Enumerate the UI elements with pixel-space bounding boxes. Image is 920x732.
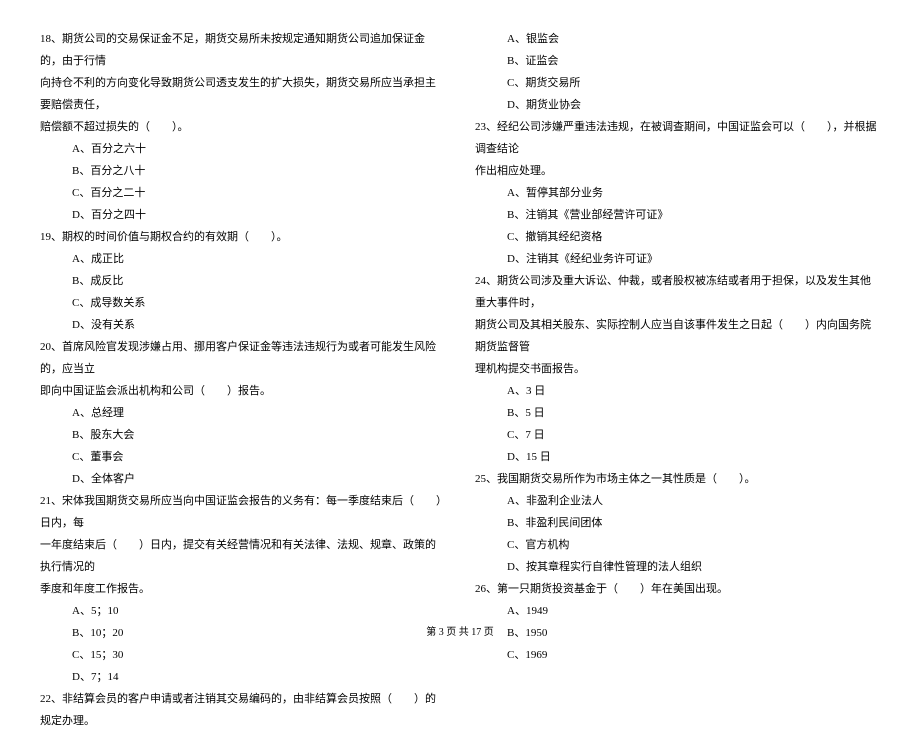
option-a: A、总经理: [40, 402, 445, 424]
option-d: D、百分之四十: [40, 204, 445, 226]
question-23: 23、经纪公司涉嫌严重违法违规，在被调查期间，中国证监会可以（ ），并根据调查结…: [475, 116, 880, 270]
question-text-line: 21、宋体我国期货交易所应当向中国证监会报告的义务有：每一季度结束后（ ）日内，…: [40, 490, 445, 534]
option-a: A、银监会: [475, 28, 880, 50]
option-c: C、15；30: [40, 644, 445, 666]
question-26: 26、第一只期货投资基金于（ ）年在美国出现。 A、1949 B、1950 C、…: [475, 578, 880, 666]
question-18: 18、期货公司的交易保证金不足，期货交易所未按规定通知期货公司追加保证金的，由于…: [40, 28, 445, 226]
option-c: C、撤销其经纪资格: [475, 226, 880, 248]
option-d: D、没有关系: [40, 314, 445, 336]
option-b: B、注销其《营业部经营许可证》: [475, 204, 880, 226]
question-text-line: 19、期权的时间价值与期权合约的有效期（ ）。: [40, 226, 445, 248]
option-c: C、1969: [475, 644, 880, 666]
option-b: B、股东大会: [40, 424, 445, 446]
option-d: D、7；14: [40, 666, 445, 688]
option-a: A、1949: [475, 600, 880, 622]
option-b: B、5 日: [475, 402, 880, 424]
option-b: B、百分之八十: [40, 160, 445, 182]
question-text-line: 22、非结算会员的客户申请或者注销其交易编码的，由非结算会员按照（ ）的规定办理…: [40, 688, 445, 732]
question-22-options: A、银监会 B、证监会 C、期货交易所 D、期货业协会: [475, 28, 880, 116]
option-d: D、注销其《经纪业务许可证》: [475, 248, 880, 270]
question-text-line: 向持仓不利的方向变化导致期货公司透支发生的扩大损失，期货交易所应当承担主要赔偿责…: [40, 72, 445, 116]
option-a: A、5；10: [40, 600, 445, 622]
question-text-line: 一年度结束后（ ）日内，提交有关经营情况和有关法律、法规、规章、政策的执行情况的: [40, 534, 445, 578]
page-footer: 第 3 页 共 17 页: [0, 623, 920, 638]
option-a: A、成正比: [40, 248, 445, 270]
question-25: 25、我国期货交易所作为市场主体之一其性质是（ ）。 A、非盈利企业法人 B、非…: [475, 468, 880, 578]
option-c: C、7 日: [475, 424, 880, 446]
question-text-line: 24、期货公司涉及重大诉讼、仲裁，或者股权被冻结或者用于担保，以及发生其他重大事…: [475, 270, 880, 314]
option-c: C、董事会: [40, 446, 445, 468]
option-b: B、证监会: [475, 50, 880, 72]
option-a: A、暂停其部分业务: [475, 182, 880, 204]
option-b: B、非盈利民间团体: [475, 512, 880, 534]
question-text-line: 赔偿额不超过损失的（ ）。: [40, 116, 445, 138]
question-text-line: 即向中国证监会派出机构和公司（ ）报告。: [40, 380, 445, 402]
question-text-line: 18、期货公司的交易保证金不足，期货交易所未按规定通知期货公司追加保证金的，由于…: [40, 28, 445, 72]
question-24: 24、期货公司涉及重大诉讼、仲裁，或者股权被冻结或者用于担保，以及发生其他重大事…: [475, 270, 880, 468]
option-d: D、按其章程实行自律性管理的法人组织: [475, 556, 880, 578]
question-text-line: 25、我国期货交易所作为市场主体之一其性质是（ ）。: [475, 468, 880, 490]
option-b: B、成反比: [40, 270, 445, 292]
option-a: A、百分之六十: [40, 138, 445, 160]
option-c: C、百分之二十: [40, 182, 445, 204]
question-text-line: 23、经纪公司涉嫌严重违法违规，在被调查期间，中国证监会可以（ ），并根据调查结…: [475, 116, 880, 160]
option-d: D、15 日: [475, 446, 880, 468]
option-c: C、成导数关系: [40, 292, 445, 314]
question-text-line: 季度和年度工作报告。: [40, 578, 445, 600]
option-c: C、官方机构: [475, 534, 880, 556]
option-c: C、期货交易所: [475, 72, 880, 94]
question-text-line: 作出相应处理。: [475, 160, 880, 182]
option-d: D、期货业协会: [475, 94, 880, 116]
question-text-line: 26、第一只期货投资基金于（ ）年在美国出现。: [475, 578, 880, 600]
question-20: 20、首席风险官发现涉嫌占用、挪用客户保证金等违法违规行为或者可能发生风险的，应…: [40, 336, 445, 490]
question-text-line: 20、首席风险官发现涉嫌占用、挪用客户保证金等违法违规行为或者可能发生风险的，应…: [40, 336, 445, 380]
question-21: 21、宋体我国期货交易所应当向中国证监会报告的义务有：每一季度结束后（ ）日内，…: [40, 490, 445, 688]
option-a: A、3 日: [475, 380, 880, 402]
question-text-line: 期货公司及其相关股东、实际控制人应当自该事件发生之日起（ ）内向国务院期货监督管: [475, 314, 880, 358]
option-d: D、全体客户: [40, 468, 445, 490]
question-text-line: 理机构提交书面报告。: [475, 358, 880, 380]
question-22: 22、非结算会员的客户申请或者注销其交易编码的，由非结算会员按照（ ）的规定办理…: [40, 688, 445, 732]
question-19: 19、期权的时间价值与期权合约的有效期（ ）。 A、成正比 B、成反比 C、成导…: [40, 226, 445, 336]
option-a: A、非盈利企业法人: [475, 490, 880, 512]
